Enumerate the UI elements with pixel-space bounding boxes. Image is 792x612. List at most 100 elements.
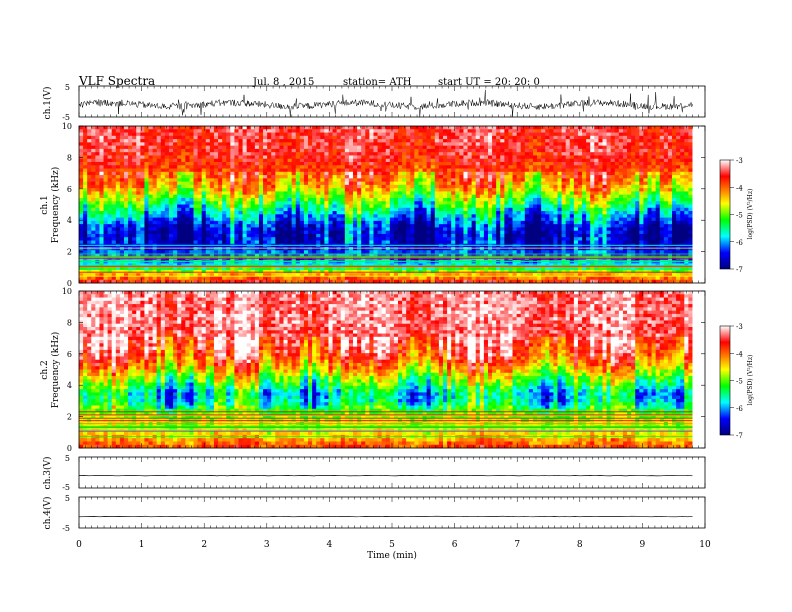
spectrogram-cell — [299, 247, 305, 251]
spectrogram-cell — [164, 129, 170, 133]
spectrogram-cell — [173, 266, 178, 271]
spectrogram-cell — [136, 142, 141, 147]
spectrogram-cell — [218, 211, 223, 215]
spectrogram-cell — [328, 184, 333, 189]
spectrogram-cell — [87, 171, 92, 176]
spectrogram-cell — [406, 217, 411, 222]
spectrogram-cell — [483, 175, 489, 179]
spectrogram-cell — [308, 155, 313, 160]
spectrogram-cell — [487, 279, 493, 284]
spectrogram-cell — [389, 214, 395, 218]
spectrogram-cell — [455, 247, 460, 251]
spectrogram-cell — [123, 263, 129, 268]
spectrogram-cell — [455, 129, 460, 133]
spectrogram-cell — [115, 247, 121, 251]
spectrogram-cell — [447, 139, 452, 143]
spectrogram-cell — [320, 214, 325, 218]
spectrogram-cell — [173, 142, 178, 147]
spectrogram-cell — [426, 145, 432, 150]
spectrogram-cell — [316, 197, 321, 202]
spectrogram-cell — [324, 135, 329, 140]
spectrogram-cell — [316, 253, 321, 258]
spectrogram-cell — [348, 201, 354, 205]
spectrogram-cell — [389, 135, 395, 140]
spectrogram-cell — [115, 266, 121, 271]
spectrogram-cell — [365, 158, 370, 163]
spectrogram-cell — [99, 269, 104, 274]
spectrogram-cell — [242, 142, 248, 147]
spectrogram-cell — [271, 266, 276, 271]
spectrogram-cell — [79, 273, 84, 277]
spectrogram-cell — [389, 165, 395, 169]
spectrogram-cell — [136, 204, 141, 209]
spectrogram-cell — [479, 233, 485, 238]
spectrogram-cell — [205, 165, 211, 169]
spectrogram-cell — [377, 197, 383, 202]
spectrogram-cell — [140, 139, 145, 143]
spectrogram-cell — [492, 224, 497, 228]
spectrogram-cell — [381, 197, 387, 202]
spectrogram-cell — [381, 237, 387, 241]
spectrogram-cell — [479, 250, 485, 254]
spectrogram-cell — [324, 161, 329, 166]
spectrogram-cell — [205, 135, 211, 140]
spectrogram-cell — [132, 263, 137, 268]
spectrogram-cell — [487, 197, 493, 202]
spectrogram-cell — [128, 161, 133, 166]
spectrogram-cell — [402, 230, 407, 235]
spectrogram-cell — [369, 220, 374, 225]
spectrogram-cell — [226, 201, 231, 205]
spectrogram-cell — [299, 263, 305, 268]
spectrogram-cell — [365, 247, 370, 251]
spectrogram-cell — [238, 158, 243, 163]
spectrogram-cell — [258, 250, 264, 254]
spectrogram-cell — [328, 237, 333, 241]
spectrogram-cell — [365, 178, 370, 182]
spectrogram-cell — [234, 142, 239, 147]
spectrogram-cell — [369, 129, 374, 133]
spectrogram-cell — [492, 263, 497, 268]
spectrogram-cell — [295, 201, 301, 205]
spectrogram-cell — [324, 227, 329, 232]
spectrogram-cell — [258, 230, 264, 235]
spectrogram-cell — [168, 155, 174, 160]
spectrogram-cell — [168, 191, 174, 196]
spectrogram-cell — [414, 161, 419, 166]
spectrogram-cell — [107, 184, 113, 189]
spectrogram-cell — [205, 142, 211, 147]
spectrogram-cell — [303, 191, 309, 196]
spectrogram-cell — [128, 211, 133, 215]
spectrogram-cell — [430, 266, 436, 271]
spectrogram-cell — [393, 178, 399, 182]
spectrogram-cell — [410, 194, 415, 199]
spectrogram-cell — [467, 139, 473, 143]
spectrogram-cell — [177, 152, 182, 156]
spectrogram-cell — [258, 126, 264, 130]
spectrogram-cell — [353, 269, 358, 274]
spectrogram-cell — [275, 217, 280, 222]
spectrogram-cell — [500, 178, 505, 182]
spectrogram-cell — [132, 165, 137, 169]
spectrogram-cell — [152, 168, 158, 173]
spectrogram-cell — [406, 165, 411, 169]
spectrogram-cell — [324, 279, 329, 284]
spectrogram-cell — [213, 161, 219, 166]
spectrogram-cell — [483, 132, 489, 137]
spectrogram-cell — [430, 139, 436, 143]
spectrogram-cell — [393, 139, 399, 143]
spectrogram-cell — [320, 266, 325, 271]
spectrogram-cell — [148, 217, 154, 222]
spectrogram-cell — [201, 224, 207, 228]
spectrogram-cell — [144, 197, 149, 202]
spectrogram-cell — [373, 207, 378, 212]
spectrogram-cell — [369, 155, 374, 160]
spectrogram-cell — [140, 135, 145, 140]
spectrogram-cell — [340, 273, 346, 277]
spectrogram-cell — [275, 260, 280, 264]
spectrogram-cell — [483, 148, 489, 153]
spectrogram-cell — [144, 214, 149, 218]
spectrogram-cell — [123, 142, 129, 147]
ch1-waveform-trace — [78, 89, 693, 118]
spectrogram-cell — [177, 269, 182, 274]
spectrogram-cell — [181, 194, 186, 199]
